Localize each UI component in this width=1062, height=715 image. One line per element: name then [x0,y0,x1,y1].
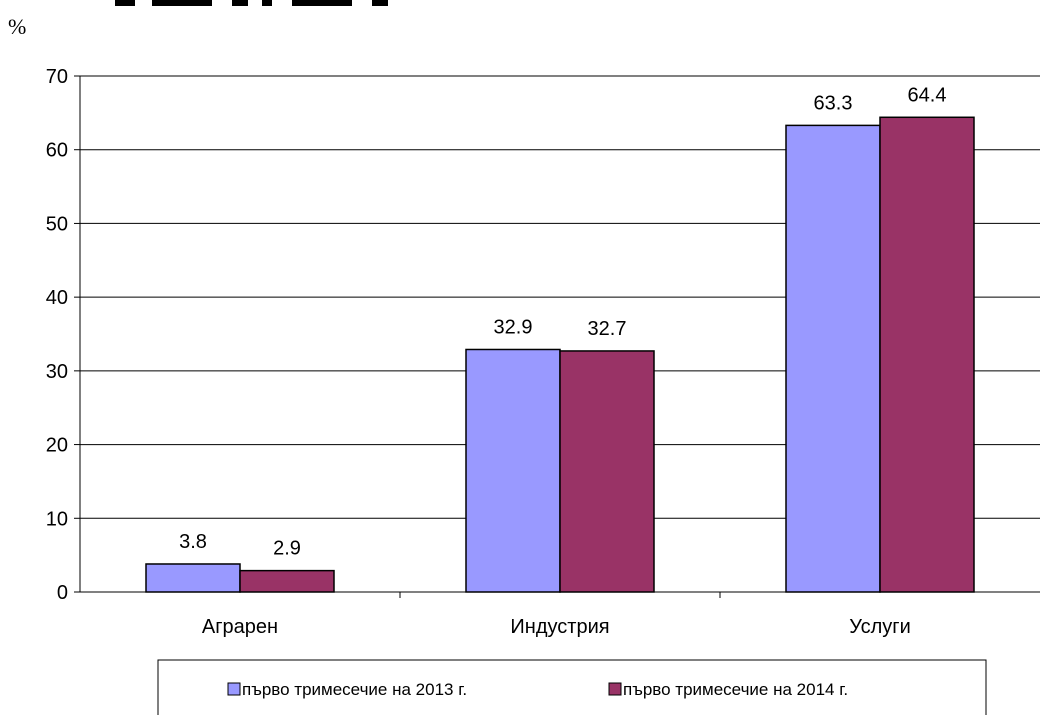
legend-swatch-2013 [227,682,241,696]
bar [465,348,561,593]
axes [79,76,1040,598]
y-tick-label: 40 [46,287,68,309]
category-label: Аграрен [202,616,278,638]
bar [239,569,335,593]
bar [879,116,975,593]
x-axis-categories: Аграрен Индустрия Услуги [202,616,911,638]
bar-value-label: 2.9 [273,538,301,560]
y-tick-label: 60 [46,140,68,162]
bar-value-label: 32.7 [588,318,627,340]
y-tick-label: 0 [57,582,68,604]
legend-label-2013: първо тримесечие на 2013 г. [242,680,467,699]
bar-value-label: 63.3 [814,92,853,114]
legend-swatch-2014 [608,682,622,696]
category-label: Индустрия [510,616,609,638]
y-tick-label: 70 [46,66,68,88]
bar-value-label: 64.4 [908,84,947,106]
y-tick-label: 30 [46,361,68,383]
legend-box [157,659,987,715]
y-tick-label: 20 [46,435,68,457]
y-axis-label: % [8,14,26,39]
y-tick-label: 10 [46,508,68,530]
legend: първо тримесечие на 2013 г. първо тримес… [157,659,987,715]
y-tick-label: 50 [46,213,68,235]
bar [145,563,241,593]
legend-label-2014: първо тримесечие на 2014 г. [623,680,848,699]
bar [559,350,655,593]
data-labels: 3.8 2.9 32.9 32.7 63.3 64.4 [179,84,946,559]
bars [145,116,975,593]
category-label: Услуги [849,616,911,638]
y-axis-ticks: 0 10 20 30 40 50 60 70 [46,66,80,604]
title-fragment [115,0,388,6]
bar [785,124,881,593]
bar-value-label: 3.8 [179,531,207,553]
bar-value-label: 32.9 [494,316,533,338]
